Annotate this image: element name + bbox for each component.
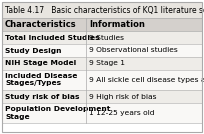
- Text: 9 All sickle cell disease types and stages: 9 All sickle cell disease types and stag…: [89, 77, 204, 83]
- Text: Total Included Studies: Total Included Studies: [5, 34, 100, 40]
- Text: Population Development
Stage: Population Development Stage: [5, 107, 110, 120]
- Text: NIH Stage Model: NIH Stage Model: [5, 60, 76, 66]
- Bar: [2, 57, 202, 70]
- Bar: [2, 31, 202, 44]
- Text: Study risk of bias: Study risk of bias: [5, 94, 80, 100]
- Bar: [2, 70, 202, 90]
- Text: 9 Studies: 9 Studies: [89, 34, 124, 40]
- Bar: [2, 90, 202, 103]
- Text: Characteristics: Characteristics: [5, 20, 77, 29]
- Text: Table 4.17   Basic characteristics of KQ1 literature set: sicki: Table 4.17 Basic characteristics of KQ1 …: [5, 5, 204, 14]
- Text: 9 Observational studies: 9 Observational studies: [89, 47, 178, 53]
- Text: Included Disease
Stages/Types: Included Disease Stages/Types: [5, 74, 77, 87]
- Text: 9 Stage 1: 9 Stage 1: [89, 60, 125, 66]
- Text: Study Design: Study Design: [5, 47, 61, 53]
- Bar: [2, 18, 202, 31]
- Bar: [2, 103, 202, 123]
- Text: 1 12-25 years old: 1 12-25 years old: [89, 110, 154, 116]
- Text: Information: Information: [89, 20, 145, 29]
- Text: 9 High risk of bias: 9 High risk of bias: [89, 94, 156, 100]
- Bar: [2, 44, 202, 57]
- Bar: [2, 2, 202, 18]
